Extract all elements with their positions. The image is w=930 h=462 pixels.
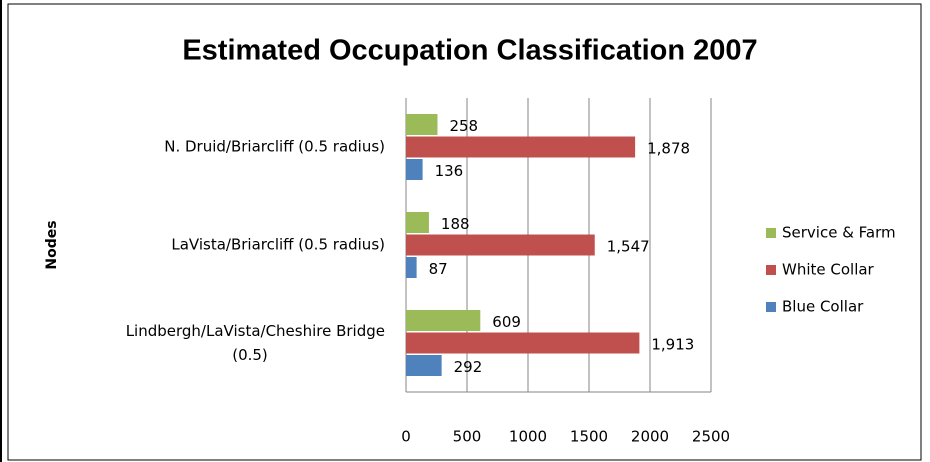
- bar: [406, 257, 417, 278]
- legend-label: White Collar: [782, 261, 875, 279]
- data-label: 292: [454, 358, 483, 376]
- x-tick-label: 500: [453, 428, 482, 446]
- data-label: 188: [441, 215, 470, 233]
- x-tick-label: 1000: [509, 428, 547, 446]
- legend-label: Blue Collar: [782, 298, 864, 316]
- x-tick-label: 0: [401, 428, 411, 446]
- legend-label: Service & Farm: [782, 224, 896, 242]
- bar: [406, 310, 481, 331]
- y-tick-label: Lindbergh/LaVista/Cheshire Bridge (0.5): [126, 322, 385, 364]
- y-tick-label: LaVista/Briarcliff (0.5 radius): [171, 236, 385, 254]
- bar: [406, 355, 442, 376]
- data-label: 136: [435, 162, 464, 180]
- bar: [406, 159, 423, 180]
- data-label: 1,547: [607, 238, 650, 256]
- legend-swatch: [766, 228, 776, 238]
- data-label: 258: [449, 117, 478, 135]
- bar: [406, 332, 640, 354]
- legend-swatch: [766, 302, 776, 312]
- legend-swatch: [766, 265, 776, 275]
- bar: [406, 114, 438, 135]
- chart-title: Estimated Occupation Classification 2007: [182, 35, 757, 67]
- data-label: 609: [492, 313, 521, 331]
- y-axis-title: Nodes: [44, 220, 60, 269]
- data-label: 87: [429, 260, 448, 278]
- bar: [406, 212, 429, 233]
- chart-border: [7, 3, 922, 461]
- x-tick-label: 2000: [631, 428, 669, 446]
- bar: [406, 136, 636, 158]
- data-label: 1,913: [651, 336, 694, 354]
- x-tick-label: 1500: [570, 428, 608, 446]
- data-label: 1,878: [647, 140, 690, 158]
- x-tick-label: 2500: [692, 428, 730, 446]
- y-tick-label: N. Druid/Briarcliff (0.5 radius): [164, 138, 385, 156]
- bar: [406, 234, 595, 256]
